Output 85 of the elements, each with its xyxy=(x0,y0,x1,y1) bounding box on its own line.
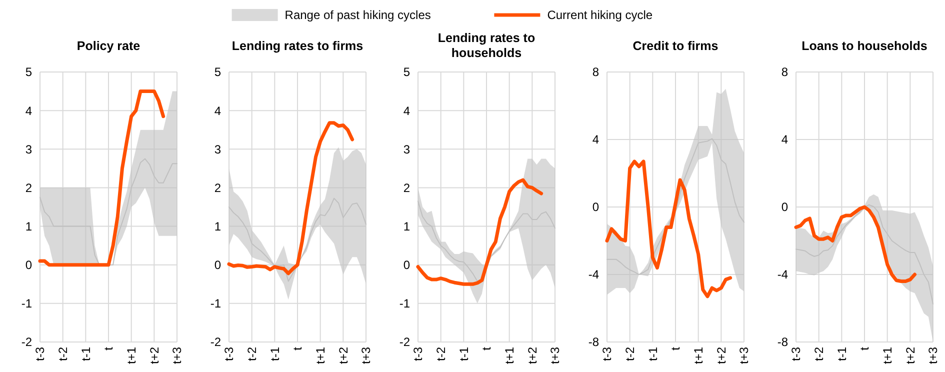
y-tick-label: 0 xyxy=(781,200,788,214)
y-tick-label: -4 xyxy=(588,268,600,282)
chart-title: Lending rates to firms xyxy=(232,39,364,53)
x-tick-label: t-2 xyxy=(812,346,826,362)
line-series xyxy=(605,160,732,298)
x-tick-label: t-2 xyxy=(56,346,70,362)
x-tick-label: t-1 xyxy=(268,346,282,362)
x-tick-label: t-3 xyxy=(411,346,426,362)
y-tick-label: 0 xyxy=(592,200,600,214)
y-tick-label: 4 xyxy=(592,132,600,147)
x-tick-label: t-1 xyxy=(78,346,93,362)
y-tick-label: 3 xyxy=(214,142,222,156)
y-tick-label: 5 xyxy=(214,65,222,80)
y-tick-label: 4 xyxy=(214,104,222,118)
x-tick-label: t+1 xyxy=(314,346,328,364)
x-tick-label: t xyxy=(668,346,683,350)
y-tick-label: -1 xyxy=(210,296,222,311)
line-series xyxy=(794,205,916,283)
line-series xyxy=(416,178,544,286)
x-tick-label: t xyxy=(480,346,494,350)
y-tick-label: 0 xyxy=(214,258,222,272)
y-tick-label: 2 xyxy=(214,180,222,195)
x-tick-label: t xyxy=(858,346,872,350)
x-tick-label: t+1 xyxy=(692,346,706,364)
y-tick-label: 1 xyxy=(403,219,410,234)
x-tick-label: t-2 xyxy=(245,346,260,362)
y-tick-label: 4 xyxy=(25,104,32,118)
x-tick-label: t+3 xyxy=(170,346,184,364)
chart-title: Loans to households xyxy=(802,39,928,53)
x-tick-label: t-2 xyxy=(434,346,448,362)
y-tick-label: 2 xyxy=(403,180,410,195)
y-tick-label: 3 xyxy=(25,142,32,156)
x-tick-label: t+3 xyxy=(926,346,940,364)
y-tick-label: 5 xyxy=(403,65,410,80)
x-tick-label: t+2 xyxy=(147,346,162,364)
x-tick-label: t+3 xyxy=(359,346,374,364)
y-tick-label: 0 xyxy=(25,258,32,272)
line-series xyxy=(418,200,556,282)
y-tick-label: 4 xyxy=(781,132,788,147)
x-tick-label: t-1 xyxy=(456,346,471,362)
y-tick-label: 3 xyxy=(403,142,410,156)
x-tick-label: t-3 xyxy=(33,346,48,362)
y-tick-label: -1 xyxy=(21,296,32,311)
x-tick-label: t xyxy=(102,346,116,350)
y-tick-label: 1 xyxy=(25,219,32,234)
y-tick-label: -4 xyxy=(777,268,788,282)
y-tick-label: 0 xyxy=(403,258,410,272)
y-tick-label: -8 xyxy=(777,335,788,350)
x-tick-label: t-1 xyxy=(646,346,660,362)
y-tick-label: -1 xyxy=(399,296,410,311)
x-tick-label: t+1 xyxy=(880,346,895,364)
y-tick-label: 4 xyxy=(403,104,410,118)
x-tick-label: t-3 xyxy=(222,346,236,362)
line-series xyxy=(227,121,354,276)
chart-title: Lending rates to households xyxy=(438,31,536,60)
y-tick-label: -2 xyxy=(210,335,222,350)
x-tick-label: t-1 xyxy=(834,346,849,362)
legend-label: Range of past hiking cycles xyxy=(284,8,431,22)
chart-title: Credit to firms xyxy=(632,39,718,53)
x-tick-label: t-2 xyxy=(623,346,638,362)
x-tick-label: t+1 xyxy=(124,346,139,364)
y-tick-label: 8 xyxy=(781,65,788,80)
y-tick-label: 2 xyxy=(25,180,32,195)
y-tick-label: 5 xyxy=(25,65,32,80)
y-tick-label: 1 xyxy=(214,219,222,234)
x-tick-label: t+1 xyxy=(502,346,517,364)
y-tick-label: -2 xyxy=(21,335,32,350)
y-tick-label: -8 xyxy=(588,335,600,350)
x-tick-label: t+2 xyxy=(903,346,918,364)
y-tick-label: 8 xyxy=(592,65,600,80)
legend-label: Current hiking cycle xyxy=(547,8,653,22)
line-series xyxy=(606,138,744,275)
x-tick-label: t+2 xyxy=(714,346,728,364)
line-series xyxy=(228,198,366,282)
x-tick-label: t+3 xyxy=(737,346,752,364)
x-tick-label: t+3 xyxy=(548,346,562,364)
x-tick-label: t+2 xyxy=(525,346,540,364)
x-tick-label: t+2 xyxy=(336,346,350,364)
x-tick-label: t xyxy=(290,346,305,350)
y-tick-label: -2 xyxy=(399,335,410,350)
x-tick-label: t-3 xyxy=(789,346,804,362)
chart-title: Policy rate xyxy=(76,39,140,53)
line-series xyxy=(40,158,178,266)
x-tick-label: t-3 xyxy=(600,346,614,362)
line-series xyxy=(796,204,934,305)
